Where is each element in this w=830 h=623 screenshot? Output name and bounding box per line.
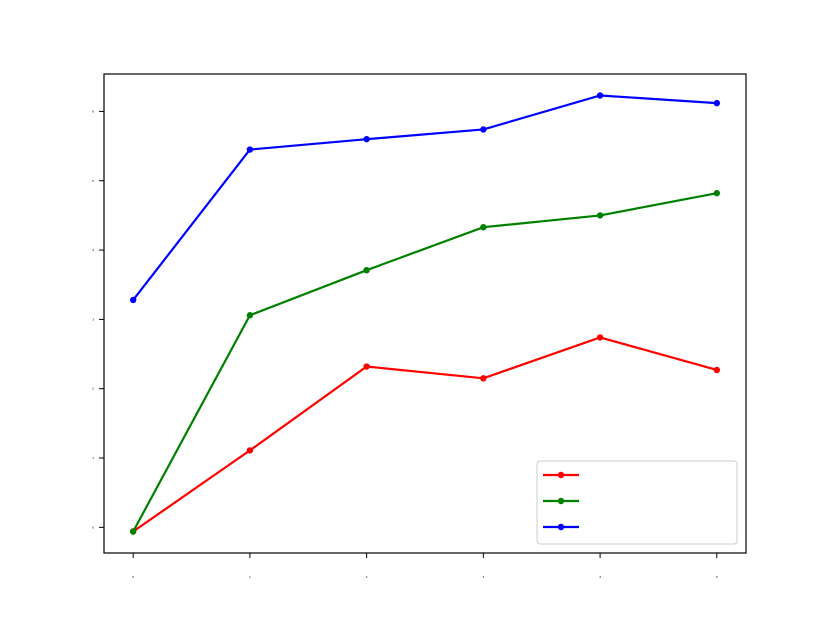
- point: [480, 126, 487, 133]
- series-line: [132, 94, 717, 301]
- x-tick-label: 5: [716, 575, 718, 579]
- y-tick-label: 0: [92, 525, 94, 529]
- point: [480, 375, 487, 382]
- point: [246, 312, 254, 319]
- y-tick-label: 1: [92, 456, 94, 460]
- point: [246, 447, 254, 454]
- point: [363, 135, 370, 143]
- y-tick-label: 6: [92, 109, 94, 113]
- point: [246, 146, 254, 153]
- x-tick-label: 1: [249, 575, 251, 579]
- legend-marker: [557, 497, 565, 505]
- x-tick-label: 2: [366, 575, 368, 579]
- point: [713, 99, 721, 107]
- x-tick-label: 4: [599, 575, 601, 579]
- legend-marker: [557, 471, 565, 479]
- point: [363, 363, 370, 370]
- point: [363, 266, 370, 274]
- point: [713, 366, 721, 374]
- legend-box: [536, 460, 738, 545]
- series-line: [132, 192, 718, 533]
- point: [480, 223, 487, 231]
- plot-frame: [103, 73, 747, 554]
- y-tick-label: 5: [92, 179, 94, 183]
- x-tick-label: 3: [482, 575, 484, 579]
- point: [129, 296, 137, 304]
- series-line: [132, 336, 718, 533]
- point: [596, 92, 604, 99]
- legend-marker: [557, 523, 565, 531]
- y-tick-label: 2: [92, 387, 94, 391]
- point: [596, 212, 604, 219]
- y-tick-label: 4: [92, 248, 94, 252]
- x-tick-label: 0: [132, 575, 134, 579]
- point: [596, 334, 604, 341]
- point: [129, 528, 137, 535]
- point: [713, 190, 721, 197]
- y-tick-label: 3: [92, 317, 94, 321]
